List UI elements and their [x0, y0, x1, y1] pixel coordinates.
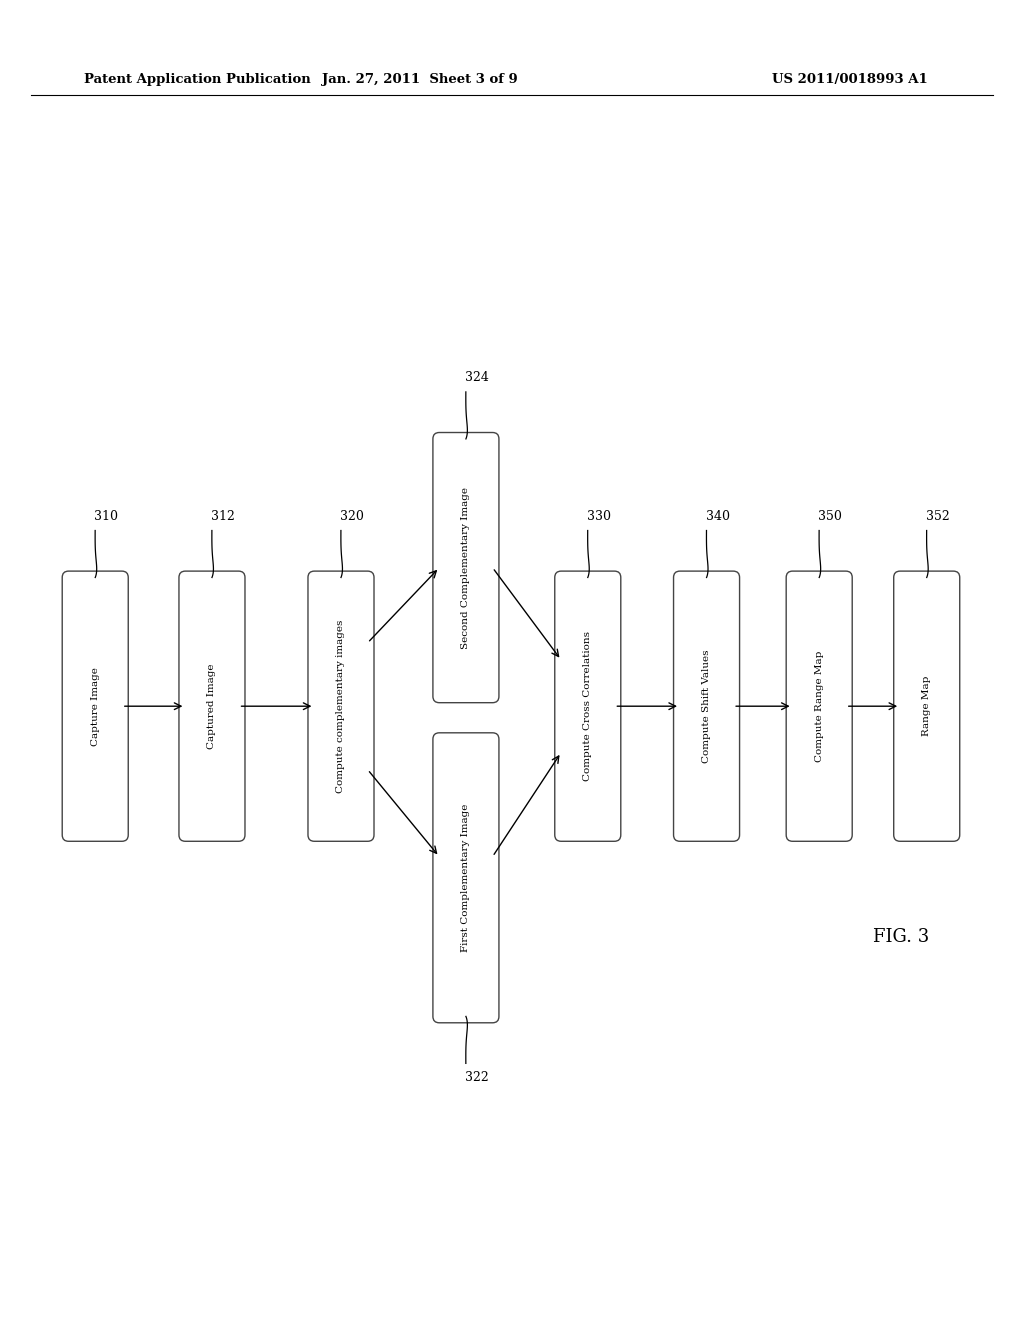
FancyBboxPatch shape [894, 572, 959, 841]
Text: Patent Application Publication: Patent Application Publication [84, 73, 310, 86]
Text: 330: 330 [587, 510, 610, 523]
Text: FIG. 3: FIG. 3 [873, 928, 929, 946]
FancyBboxPatch shape [433, 433, 499, 702]
Text: 350: 350 [818, 510, 842, 523]
Text: 352: 352 [926, 510, 949, 523]
Text: Compute complementary images: Compute complementary images [337, 619, 345, 793]
Text: Captured Image: Captured Image [208, 664, 216, 748]
Text: First Complementary Image: First Complementary Image [462, 804, 470, 952]
Text: 324: 324 [465, 371, 488, 384]
FancyBboxPatch shape [308, 572, 374, 841]
FancyBboxPatch shape [555, 572, 621, 841]
FancyBboxPatch shape [62, 572, 128, 841]
Text: 340: 340 [706, 510, 729, 523]
Text: Compute Range Map: Compute Range Map [815, 651, 823, 762]
FancyBboxPatch shape [786, 572, 852, 841]
Text: 320: 320 [340, 510, 364, 523]
Text: US 2011/0018993 A1: US 2011/0018993 A1 [772, 73, 928, 86]
Text: Capture Image: Capture Image [91, 667, 99, 746]
Text: 322: 322 [465, 1072, 488, 1085]
Text: Range Map: Range Map [923, 676, 931, 737]
Text: 310: 310 [94, 510, 118, 523]
Text: Second Complementary Image: Second Complementary Image [462, 487, 470, 648]
Text: Jan. 27, 2011  Sheet 3 of 9: Jan. 27, 2011 Sheet 3 of 9 [322, 73, 518, 86]
FancyBboxPatch shape [674, 572, 739, 841]
Text: Compute Cross Correlations: Compute Cross Correlations [584, 631, 592, 781]
FancyBboxPatch shape [433, 733, 499, 1023]
Text: Compute Shift Values: Compute Shift Values [702, 649, 711, 763]
FancyBboxPatch shape [179, 572, 245, 841]
Text: 312: 312 [211, 510, 234, 523]
